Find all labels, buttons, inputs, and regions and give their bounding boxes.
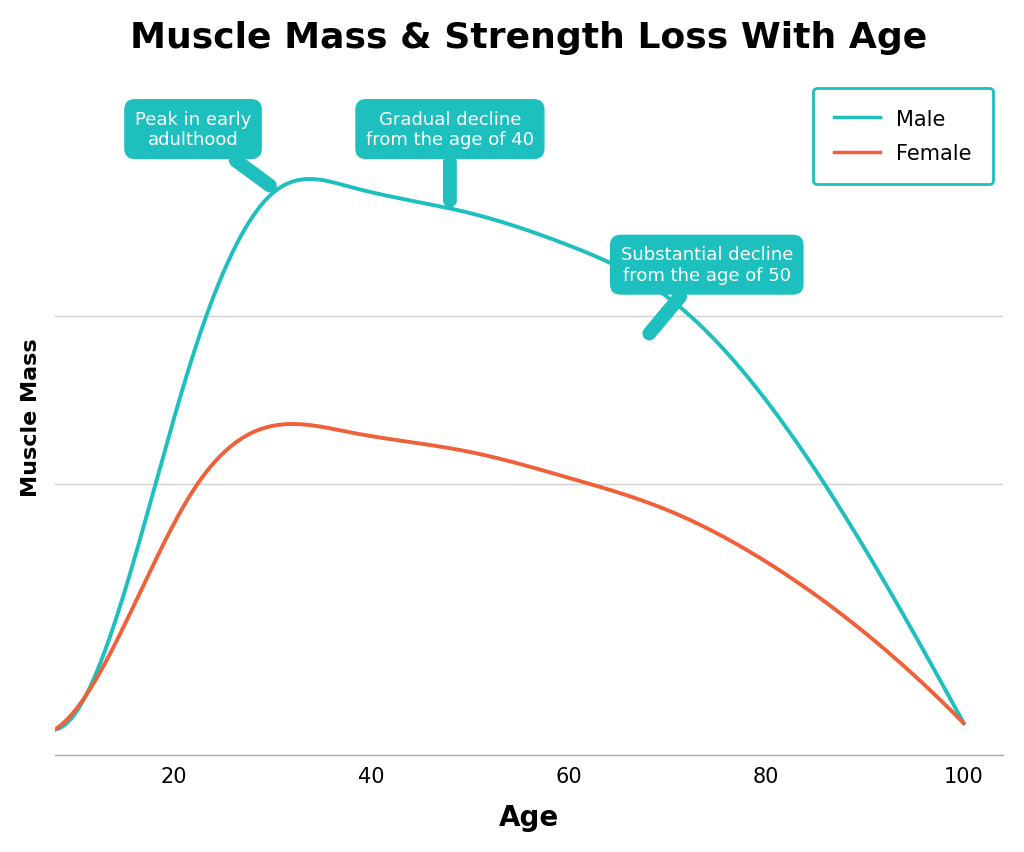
Title: Muscle Mass & Strength Loss With Age: Muscle Mass & Strength Loss With Age [130,20,928,55]
Text: Substantial decline
from the age of 50: Substantial decline from the age of 50 [621,246,793,334]
Legend: Male, Female: Male, Female [813,89,992,185]
Y-axis label: Muscle Mass: Muscle Mass [20,337,41,496]
Text: Gradual decline
from the age of 40: Gradual decline from the age of 40 [366,111,534,201]
Text: Peak in early
adulthood: Peak in early adulthood [135,111,270,187]
X-axis label: Age: Age [499,803,559,832]
